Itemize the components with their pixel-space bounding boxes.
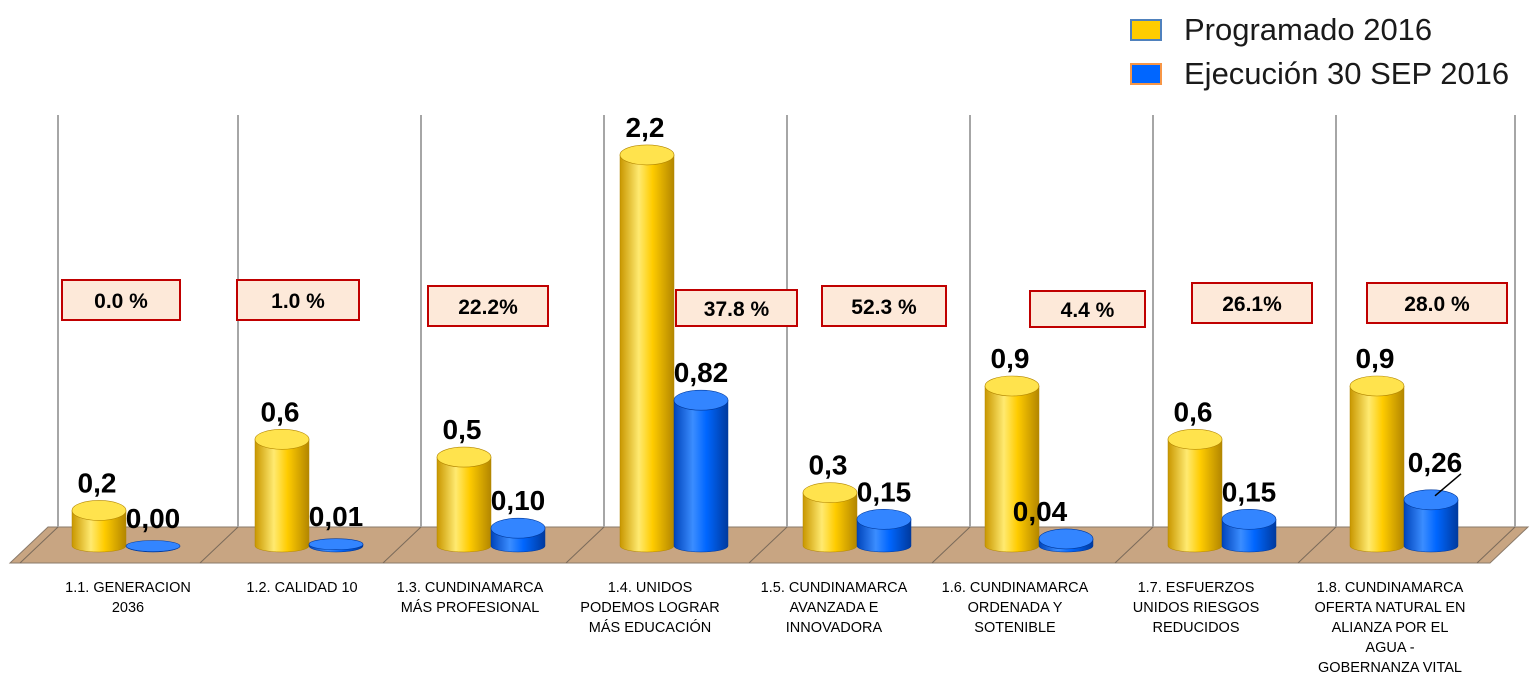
bar-ejecucion xyxy=(856,509,912,553)
x-tick-label: 1.1. GENERACION 2036 xyxy=(65,580,191,616)
data-label-programado: 0,9 xyxy=(991,343,1030,374)
bar-programado xyxy=(436,446,492,553)
legend-item-programado: Programado 2016 xyxy=(1130,8,1520,52)
data-label-ejecucion: 0,01 xyxy=(309,501,364,532)
percent-box xyxy=(821,285,947,327)
bar-programado xyxy=(1167,429,1223,553)
floor-divider xyxy=(19,526,59,564)
x-tick-label: 1.4. UNIDOS PODEMOS LOGRAR MÁS EDUCACIÓN xyxy=(580,580,719,636)
data-label-programado: 0,5 xyxy=(443,414,482,445)
data-label-ejecucion: 0,10 xyxy=(491,485,546,516)
floor-divider xyxy=(1476,526,1516,564)
data-label-programado: 0,2 xyxy=(78,467,117,498)
x-tick-label: 1.7. ESFUERZOS UNIDOS RIESGOS REDUCIDOS xyxy=(1133,580,1260,636)
data-label-programado: 0,6 xyxy=(1174,396,1213,427)
data-label-programado: 0,3 xyxy=(809,450,848,481)
floor-divider xyxy=(382,526,422,564)
x-tick-label: 1.6. CUNDINAMARCA ORDENADA Y SOTENIBLE xyxy=(942,580,1089,636)
bar-programado xyxy=(254,429,310,553)
percent-label: 26.1% xyxy=(1222,293,1282,316)
data-label-programado: 0,6 xyxy=(261,396,300,427)
percent-label: 52.3 % xyxy=(851,296,917,319)
percent-box xyxy=(675,289,798,327)
percent-label: 0.0 % xyxy=(94,290,148,313)
x-tick-label: 1.3. CUNDINAMARCA MÁS PROFESIONAL xyxy=(397,580,544,616)
bar-ejecucion xyxy=(1403,489,1459,553)
percent-box xyxy=(1029,290,1146,328)
bar-programado xyxy=(1349,375,1405,553)
legend-swatch-programado xyxy=(1130,19,1162,41)
x-tick-label: 1.8. CUNDINAMARCA OFERTA NATURAL EN ALIANZ… xyxy=(1315,580,1466,676)
bar-ejecucion xyxy=(490,517,546,553)
data-label-ejecucion: 0,26 xyxy=(1408,447,1463,478)
percent-label: 37.8 % xyxy=(704,298,770,321)
data-label-ejecucion: 0,15 xyxy=(857,476,912,507)
percent-box xyxy=(1366,282,1508,324)
legend: Programado 2016 Ejecución 30 SEP 2016 xyxy=(1130,8,1520,96)
chart-floor xyxy=(8,526,1530,564)
percent-box xyxy=(427,285,549,327)
bar-ejecucion xyxy=(1038,528,1094,553)
bar-programado xyxy=(71,500,127,553)
bar-ejecucion xyxy=(673,389,729,553)
x-tick-label: 1.2. CALIDAD 10 xyxy=(246,580,357,596)
legend-label-programado: Programado 2016 xyxy=(1184,12,1433,47)
percent-label: 4.4 % xyxy=(1061,299,1115,322)
bar-programado xyxy=(619,144,675,553)
legend-item-ejecucion: Ejecución 30 SEP 2016 xyxy=(1130,52,1520,96)
data-label-ejecucion: 0,15 xyxy=(1222,476,1277,507)
bar-ejecucion xyxy=(1221,509,1277,553)
legend-swatch-ejecucion xyxy=(1130,63,1162,85)
percent-label: 1.0 % xyxy=(271,290,325,313)
data-label-programado: 0,9 xyxy=(1356,343,1395,374)
floor-divider xyxy=(565,526,605,564)
label-leader-line xyxy=(1434,473,1462,497)
data-label-ejecucion: 0,00 xyxy=(126,503,181,534)
data-label-ejecucion: 0,82 xyxy=(674,357,729,388)
floor-divider xyxy=(1297,526,1337,564)
data-label-programado: 2,2 xyxy=(626,112,665,143)
percent-box xyxy=(1191,282,1313,324)
percent-box xyxy=(61,279,181,321)
x-tick-label: 1.5. CUNDINAMARCA AVANZADA E INNOVADORA xyxy=(761,580,908,636)
bar-ejecucion xyxy=(308,538,364,553)
data-label-ejecucion: 0,04 xyxy=(1013,496,1068,527)
bar-programado xyxy=(984,375,1040,553)
percent-box xyxy=(236,279,360,321)
bar-ejecucion xyxy=(125,540,181,553)
percent-label: 28.0 % xyxy=(1404,293,1470,316)
bar-programado xyxy=(802,482,858,553)
percent-label: 22.2% xyxy=(458,296,518,319)
floor-divider xyxy=(199,526,239,564)
floor-divider xyxy=(748,526,788,564)
floor-divider xyxy=(931,526,971,564)
legend-label-ejecucion: Ejecución 30 SEP 2016 xyxy=(1184,56,1510,91)
floor-divider xyxy=(1114,526,1154,564)
